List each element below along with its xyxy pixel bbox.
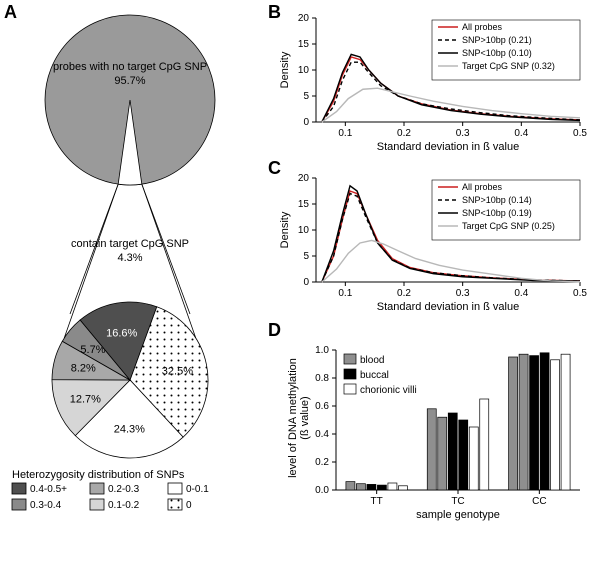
- svg-text:CC: CC: [532, 496, 546, 507]
- svg-text:5: 5: [303, 91, 309, 102]
- svg-text:15: 15: [298, 39, 310, 50]
- svg-text:Heterozygosity distribution of: Heterozygosity distribution of SNPs: [12, 469, 185, 481]
- svg-text:0.3-0.4: 0.3-0.4: [30, 500, 62, 511]
- panel-letter-a: A: [4, 2, 17, 23]
- svg-text:0.3: 0.3: [456, 128, 470, 139]
- svg-text:0.3: 0.3: [456, 288, 470, 299]
- svg-text:20: 20: [298, 13, 310, 24]
- svg-text:0.4: 0.4: [315, 429, 329, 440]
- svg-text:probes with no target CpG SNP: probes with no target CpG SNP: [53, 61, 207, 73]
- svg-text:Standard deviation in ß value: Standard deviation in ß value: [377, 141, 519, 153]
- svg-text:SNP>10bp (0.21): SNP>10bp (0.21): [462, 35, 532, 45]
- svg-text:20: 20: [298, 173, 310, 184]
- svg-text:Target CpG SNP (0.25): Target CpG SNP (0.25): [462, 221, 555, 231]
- svg-text:Density: Density: [279, 211, 291, 248]
- svg-text:0.2: 0.2: [397, 128, 411, 139]
- svg-text:5: 5: [303, 251, 309, 262]
- svg-text:SNP<10bp (0.10): SNP<10bp (0.10): [462, 48, 532, 58]
- svg-text:4.3%: 4.3%: [117, 252, 142, 264]
- svg-text:Target CpG SNP (0.32): Target CpG SNP (0.32): [462, 61, 555, 71]
- svg-text:contain target CpG SNP: contain target CpG SNP: [71, 238, 189, 250]
- svg-text:0-0.1: 0-0.1: [186, 484, 209, 495]
- svg-text:95.7%: 95.7%: [114, 75, 145, 87]
- svg-text:SNP<10bp (0.19): SNP<10bp (0.19): [462, 208, 532, 218]
- svg-text:0.5: 0.5: [573, 288, 587, 299]
- svg-text:0.0: 0.0: [315, 485, 329, 496]
- svg-text:0.4-0.5+: 0.4-0.5+: [30, 484, 67, 495]
- svg-text:0.1-0.2: 0.1-0.2: [108, 500, 140, 511]
- svg-text:(ß value): (ß value): [299, 396, 311, 439]
- svg-text:10: 10: [298, 65, 310, 76]
- svg-text:chorionic villi: chorionic villi: [360, 385, 417, 396]
- svg-text:10: 10: [298, 225, 310, 236]
- svg-text:0.2: 0.2: [397, 288, 411, 299]
- svg-text:0.4: 0.4: [514, 128, 528, 139]
- svg-text:0.5: 0.5: [573, 128, 587, 139]
- svg-text:0.2: 0.2: [315, 457, 329, 468]
- svg-text:buccal: buccal: [360, 370, 389, 381]
- svg-text:24.3%: 24.3%: [114, 423, 145, 435]
- svg-text:15: 15: [298, 199, 310, 210]
- svg-text:All probes: All probes: [462, 22, 503, 32]
- svg-text:Density: Density: [279, 51, 291, 88]
- svg-text:TC: TC: [451, 496, 464, 507]
- panel-letter-c: C: [268, 158, 281, 179]
- svg-text:8.2%: 8.2%: [71, 362, 96, 374]
- svg-text:SNP>10bp (0.14): SNP>10bp (0.14): [462, 195, 532, 205]
- svg-text:level of DNA methylation: level of DNA methylation: [287, 358, 299, 478]
- svg-text:0: 0: [186, 500, 192, 511]
- svg-text:32.5%: 32.5%: [162, 365, 193, 377]
- svg-text:0.8: 0.8: [315, 373, 329, 384]
- svg-text:1.0: 1.0: [315, 345, 329, 356]
- svg-text:16.6%: 16.6%: [106, 327, 137, 339]
- svg-text:Standard deviation in ß value: Standard deviation in ß value: [377, 301, 519, 313]
- svg-text:All probes: All probes: [462, 182, 503, 192]
- svg-text:0: 0: [303, 117, 309, 128]
- panel-letter-b: B: [268, 2, 281, 23]
- svg-text:0.2-0.3: 0.2-0.3: [108, 484, 140, 495]
- svg-text:12.7%: 12.7%: [70, 394, 101, 406]
- svg-text:0.4: 0.4: [514, 288, 528, 299]
- svg-text:0.6: 0.6: [315, 401, 329, 412]
- panel-letter-d: D: [268, 320, 281, 341]
- svg-text:0.1: 0.1: [338, 128, 352, 139]
- svg-text:sample genotype: sample genotype: [416, 509, 500, 521]
- svg-text:blood: blood: [360, 355, 384, 366]
- figure-svg: probes with no target CpG SNP 95.7% contai…: [0, 0, 600, 565]
- svg-text:0.1: 0.1: [338, 288, 352, 299]
- svg-text:TT: TT: [371, 496, 383, 507]
- svg-text:0: 0: [303, 277, 309, 288]
